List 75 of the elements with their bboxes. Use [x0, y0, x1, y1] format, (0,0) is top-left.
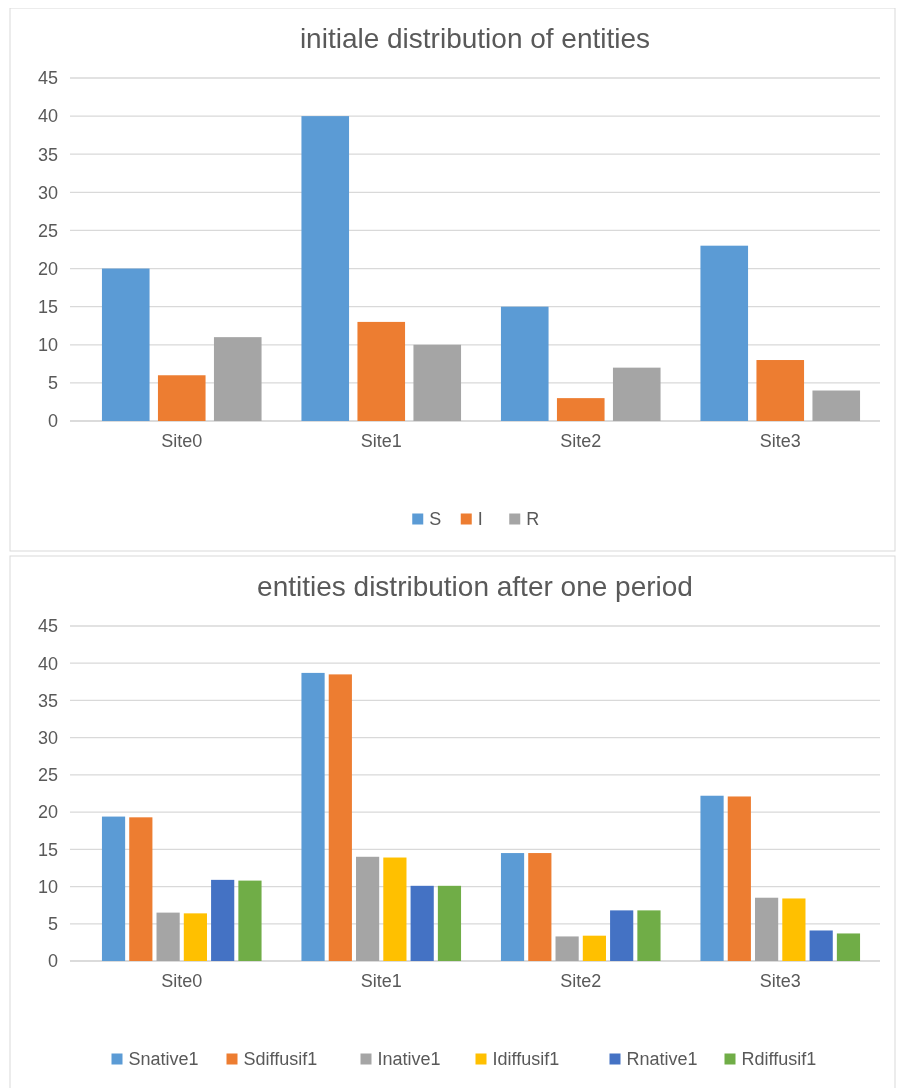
- bar: [356, 856, 380, 961]
- x-tick-label: Site2: [560, 431, 602, 451]
- bar: [211, 879, 235, 961]
- bar: [156, 912, 180, 961]
- y-tick-label: 15: [37, 296, 58, 317]
- bar: [809, 930, 833, 961]
- y-tick-label: 25: [37, 220, 58, 241]
- legend-label: Idiffusif1: [492, 1049, 560, 1070]
- x-tick-label: Site0: [161, 431, 203, 451]
- bar: [782, 898, 806, 961]
- bar: [301, 672, 325, 961]
- y-tick-label: 40: [37, 653, 58, 674]
- y-tick-label: 0: [47, 411, 58, 432]
- chart-title: entities distribution after one period: [257, 571, 693, 602]
- bar: [755, 897, 779, 961]
- y-tick-label: 10: [37, 876, 58, 897]
- bar: [238, 880, 262, 961]
- legend-label: R: [526, 509, 540, 530]
- x-tick-label: Site1: [360, 431, 402, 451]
- bar: [812, 390, 861, 421]
- x-tick-label: Site2: [560, 971, 602, 991]
- x-tick-label: Site0: [161, 971, 203, 991]
- chart-title: initiale distribution of entities: [299, 23, 651, 54]
- x-tick-label: Site3: [759, 971, 801, 991]
- y-tick-label: 45: [37, 68, 58, 89]
- bar: [413, 344, 462, 421]
- bar: [582, 935, 606, 961]
- bar: [556, 398, 605, 421]
- y-tick-label: 15: [37, 839, 58, 860]
- bar: [500, 853, 525, 961]
- bar: [213, 337, 262, 421]
- y-tick-label: 5: [47, 373, 58, 394]
- bar: [357, 321, 406, 421]
- x-tick-label: Site3: [759, 431, 801, 451]
- legend-label: Sdiffusif1: [243, 1049, 318, 1070]
- y-tick-label: 30: [37, 182, 58, 203]
- bar: [700, 245, 749, 421]
- bar: [612, 367, 661, 421]
- y-tick-label: 30: [37, 727, 58, 748]
- y-tick-label: 25: [37, 765, 58, 786]
- bar: [328, 674, 352, 961]
- bar: [528, 853, 552, 961]
- bar: [183, 913, 207, 961]
- bar: [157, 375, 206, 421]
- bar: [610, 910, 634, 961]
- y-tick-label: 0: [47, 951, 58, 972]
- bar: [836, 933, 861, 961]
- y-tick-label: 35: [37, 690, 58, 711]
- bar: [301, 116, 350, 421]
- y-tick-label: 45: [37, 616, 58, 637]
- y-tick-label: 20: [37, 802, 58, 823]
- bar: [129, 817, 153, 961]
- y-tick-label: 10: [37, 335, 58, 356]
- legend-label: Snative1: [128, 1049, 199, 1070]
- y-tick-label: 40: [37, 106, 58, 127]
- y-tick-label: 35: [37, 144, 58, 165]
- bar: [700, 795, 724, 961]
- bar: [637, 910, 661, 961]
- legend-label: I: [477, 509, 483, 530]
- y-tick-label: 20: [37, 258, 58, 279]
- legend-label: Inative1: [377, 1049, 441, 1070]
- legend-label: Rdiffusif1: [741, 1049, 817, 1070]
- bar: [727, 796, 751, 961]
- bar: [555, 936, 579, 961]
- bar: [437, 885, 462, 961]
- bar: [101, 268, 150, 421]
- legend-label: S: [429, 509, 442, 530]
- bar: [500, 306, 549, 421]
- bar: [410, 885, 434, 961]
- legend-label: Rnative1: [626, 1049, 698, 1070]
- bar: [101, 816, 126, 961]
- x-tick-label: Site1: [360, 971, 402, 991]
- bar: [383, 857, 407, 961]
- bar: [756, 360, 805, 421]
- y-tick-label: 5: [47, 914, 58, 935]
